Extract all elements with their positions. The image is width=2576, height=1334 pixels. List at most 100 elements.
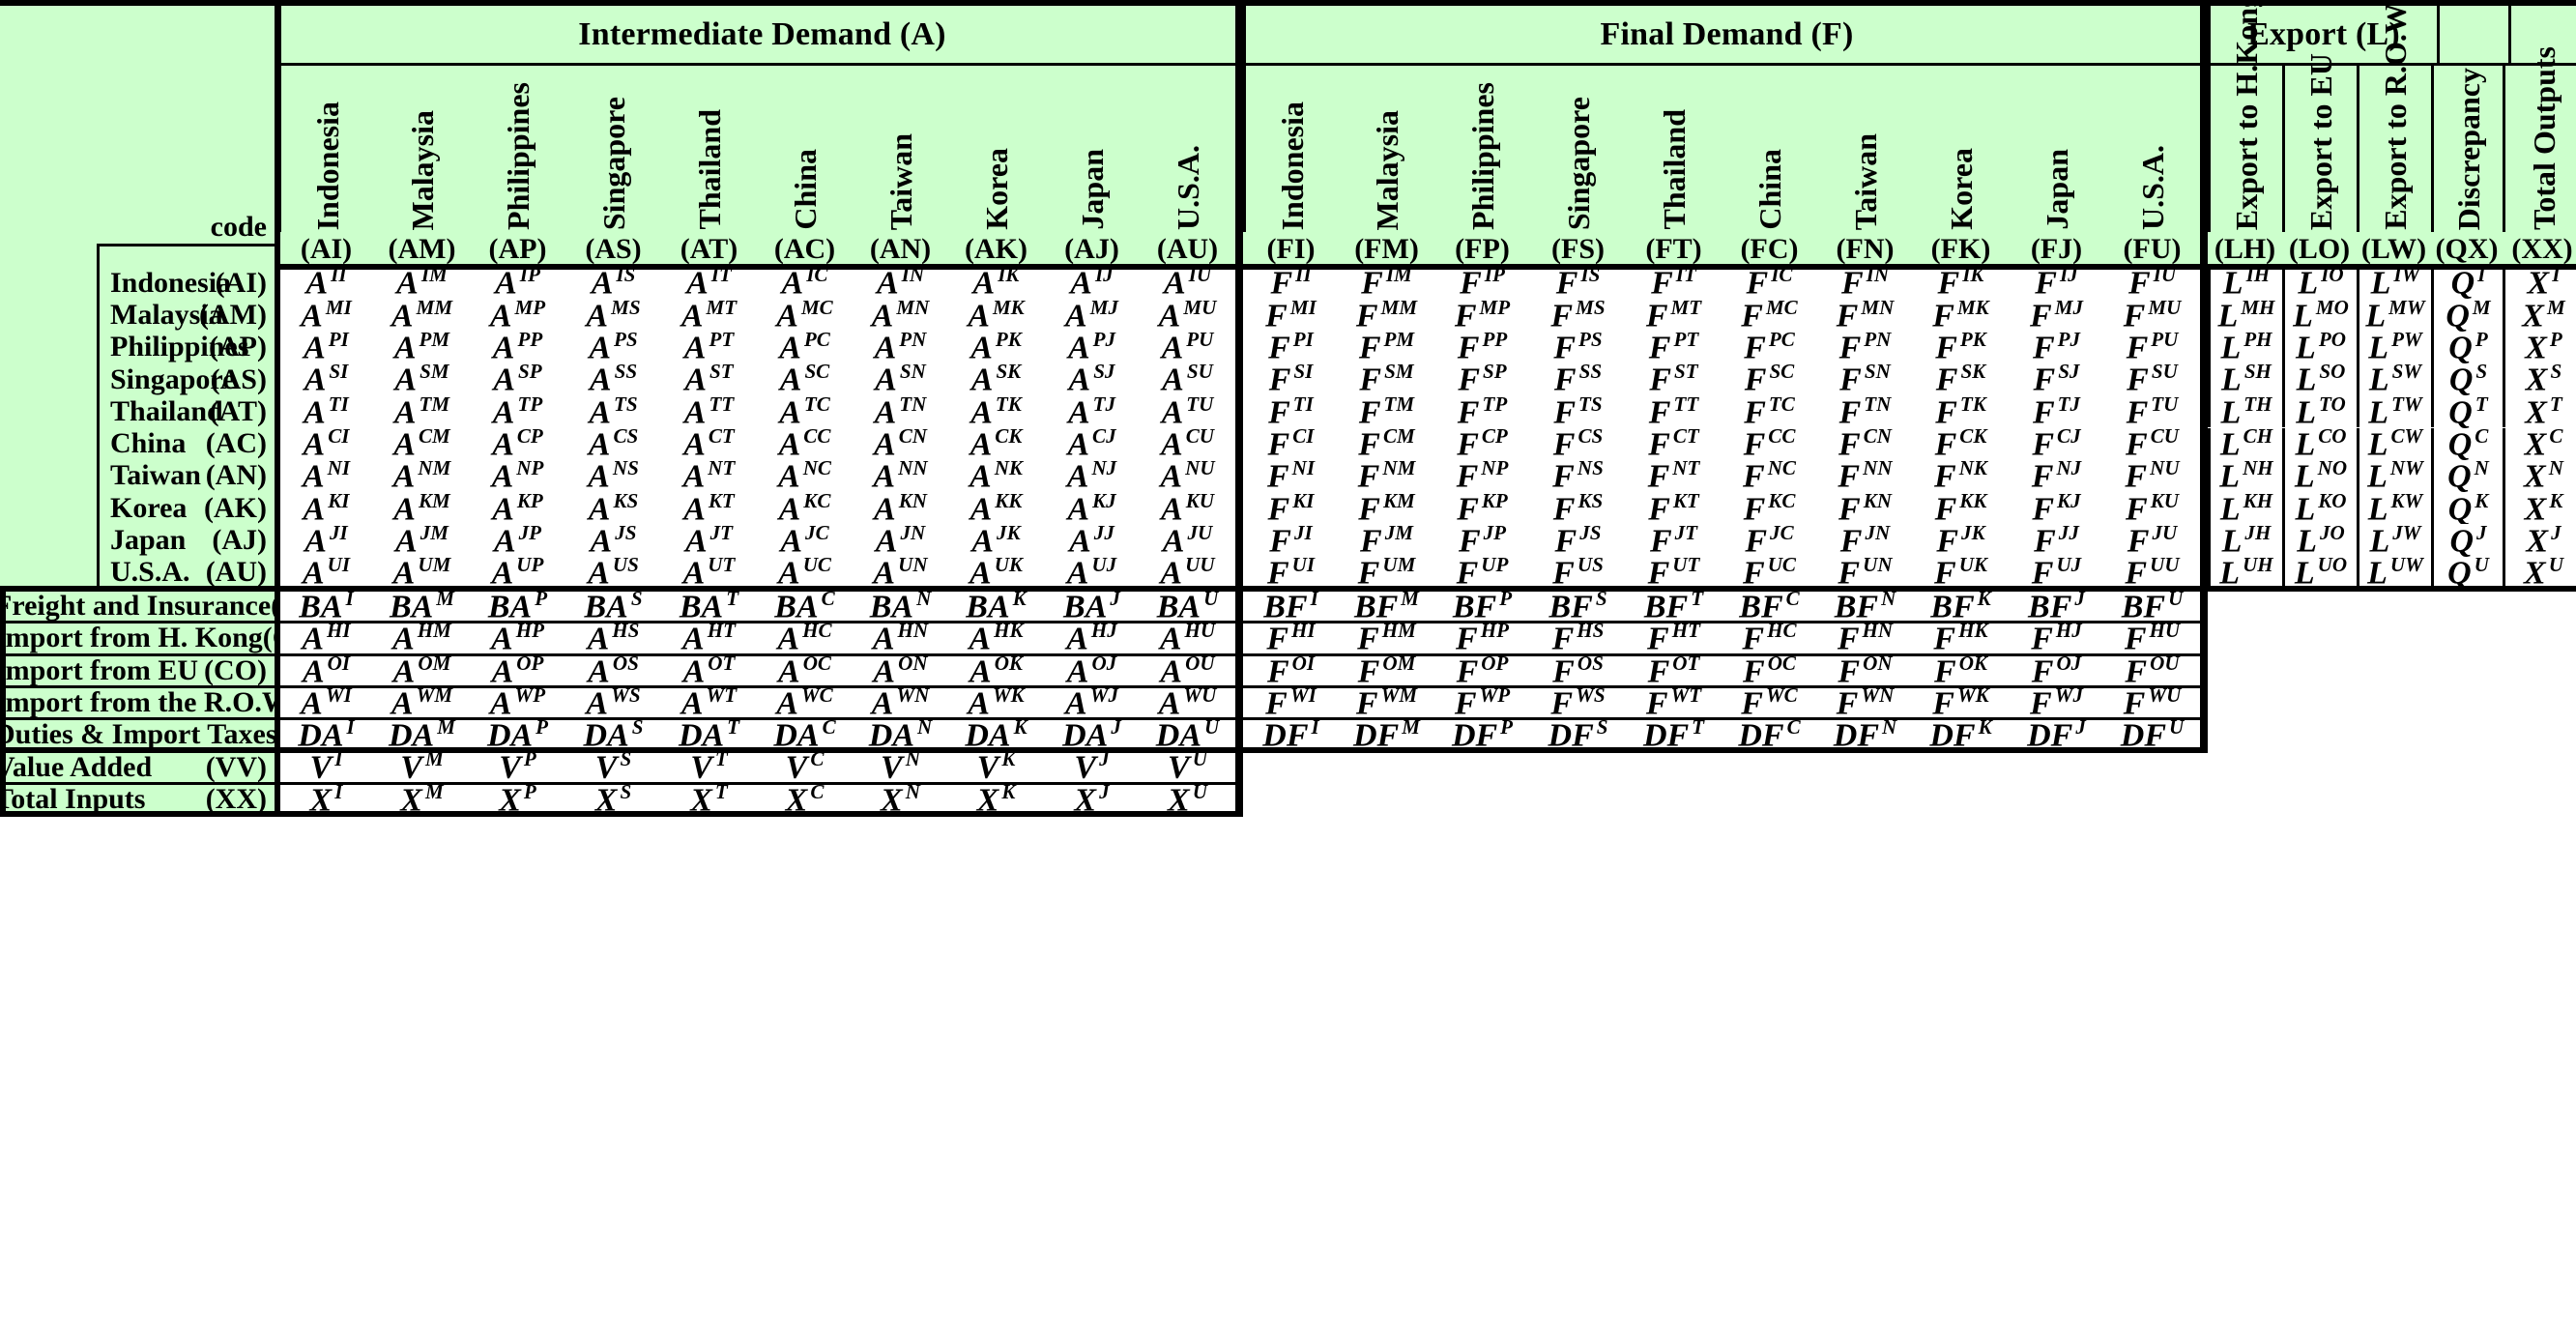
row-name-6: Taiwan [110,459,201,492]
cell-f-SS-symbol: F SS [1553,360,1603,398]
cell-a-PK-symbol: A PK [970,328,1022,366]
col-f-malaysia-code: (FM) [1339,232,1434,267]
cell-bf-N: BF N [1817,588,1913,624]
cell-f-PI-symbol: F PI [1268,328,1314,366]
cell-f-WK-symbol: F WK [1932,682,1989,722]
col-right-exporttoeu-code: (LO) [2282,232,2357,267]
cell-l-TW-symbol: L TW [2368,392,2422,430]
cell-a-IS: A IS [565,263,661,302]
cell-a-CM-symbol: A CM [393,423,450,463]
col-a-malaysia-vertical-label: Malaysia [374,66,470,232]
cell-a-TP: A TP [470,393,565,429]
cell-a-PM-symbol: A PM [393,328,450,366]
cell-l-MO: L MO [2282,297,2357,333]
col-a-singapore-code-label: (AS) [585,233,642,265]
row-label-korea: Korea [110,492,255,524]
row-code-AI: (AI) [110,267,267,299]
col-right-exporttohkong-name: Export to H.Kong [2229,0,2264,230]
cell-f-HC-symbol: F HC [1742,619,1797,657]
cell-a-HS-symbol: A HS [587,619,640,657]
row-name-9: U.S.A. [110,556,190,589]
cell-bf-U: BF U [2104,588,2200,624]
cell-ba-I: BA I [278,588,374,624]
cell-f-MJ: F MJ [2009,295,2104,334]
code-header-label: code [210,211,267,243]
cell-a-UP-symbol: A UP [491,553,544,592]
cell-f-MP-symbol: F MP [1454,295,1511,334]
cell-f-MI: F MI [1243,297,1339,333]
cell-a-IN: A IN [853,265,948,300]
cell-a-KM: A KM [374,490,470,526]
cell-l-JO-symbol: L JO [2297,520,2345,560]
cell-f-UU-symbol: F UU [2125,553,2180,592]
cell-f-UM: F UM [1339,555,1434,590]
cell-f-MJ-symbol: F MJ [2030,295,2083,334]
cell-f-JN: F JN [1817,522,1913,558]
cell-a-WI-symbol: A WI [301,682,352,722]
cell-a-MT: A MT [661,297,757,333]
col-a-singapore-code: (AS) [565,232,661,267]
cell-f-JU-symbol: F JU [2127,520,2178,560]
cell-a-PN: A PN [853,330,948,364]
cell-f-IS-symbol: F IS [1555,263,1601,302]
cell-l-TW: L TW [2357,392,2431,430]
cell-a-JI: A JI [278,522,374,558]
cell-f-KS: F KS [1530,490,1626,526]
cell-f-OP-symbol: F OP [1456,651,1509,689]
cell-f-PM: F PM [1339,330,1434,364]
cell-a-KJ-symbol: A KJ [1067,488,1116,527]
cell-f-SN: F SN [1817,360,1913,398]
cell-a-KS: A KS [565,490,661,526]
cell-a-SU: A SU [1140,362,1235,396]
col-a-china-vertical-label: China [757,66,853,232]
cell-f-MU-symbol: F MU [2123,295,2182,334]
cell-f-WT: F WT [1626,684,1722,720]
cell-l-SO: L SO [2282,362,2357,396]
cell-a-CU: A CU [1140,423,1235,463]
cell-f-US: F US [1530,555,1626,590]
group-header-total-outputs-blank [2508,0,2576,66]
col-f-indonesia-name: Indonesia [1275,101,1310,230]
cell-a-MM-symbol: A MM [391,295,453,334]
cell-a-UM-symbol: A UM [392,553,451,592]
bottom-row-label-CW: Import from the R.O.W.(CW) [0,684,364,718]
cell-a-HJ-symbol: A HJ [1066,619,1117,657]
cell-f-NU: F NU [2104,458,2200,493]
cell-f-KI-symbol: F KI [1267,488,1315,527]
cell-a-HN-symbol: A HN [872,619,929,657]
cell-a-CT-symbol: A CT [683,423,735,463]
cell-a-PK: A PK [948,328,1044,366]
group-header-export-label: Export (L) [2247,15,2400,52]
cell-bf-M: BF M [1339,588,1434,624]
cell-ba-K-symbol: BA K [966,586,1027,625]
cell-l-NO: L NO [2282,458,2357,493]
col-right-exporttohkong-vertical-label: Export to H.Kong [2208,0,2282,232]
cell-f-NT-symbol: F NT [1647,456,1700,495]
cell-a-MI-symbol: A MI [301,295,352,334]
cell-a-OC-symbol: A OC [778,651,831,689]
cell-f-SN-symbol: F SN [1839,360,1891,398]
col-f-taiwan-code-label: (FN) [1836,233,1895,265]
cell-f-MN: F MN [1817,297,1913,333]
cell-a-CC-symbol: A CC [778,423,831,463]
cell-a-JK-symbol: A JK [971,520,1021,560]
cell-l-CW-symbol: L CW [2367,423,2423,463]
bottom-row-label-DT: Duties & Import Taxes(DT) [0,717,336,750]
cell-f-TP: F TP [1434,393,1530,429]
cell-a-TN-symbol: A TN [874,392,927,430]
row-code-0: (AI) [215,266,267,299]
cell-a-OC: A OC [757,651,853,689]
cell-a-CM: A CM [374,423,470,463]
cell-a-CN-symbol: A CN [874,423,927,463]
cell-a-CU-symbol: A CU [1161,423,1214,463]
cell-a-NM: A NM [374,458,470,493]
cell-a-TS-symbol: A TS [589,392,638,430]
cell-f-SK: F SK [1913,362,2009,396]
cell-a-IS-symbol: A IS [591,263,636,302]
